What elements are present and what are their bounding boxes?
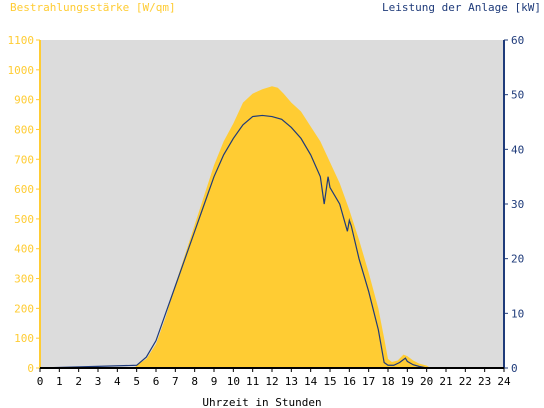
left-axis-title: Bestrahlungsstärke [W/qm] [10,1,176,14]
y-left-tick-label: 200 [14,302,34,315]
y-left-tick-label: 800 [14,123,34,136]
x-tick-label: 7 [172,375,179,388]
y-right-tick-label: 20 [511,253,524,266]
x-tick-label: 23 [478,375,491,388]
irradiance-area [40,86,504,368]
x-tick-label: 9 [211,375,218,388]
x-tick-label: 17 [362,375,375,388]
x-tick-label: 3 [95,375,102,388]
y-right-tick-label: 30 [511,198,524,211]
x-tick-label: 22 [459,375,472,388]
x-tick-label: 5 [133,375,140,388]
x-tick-label: 13 [285,375,298,388]
x-tick-label: 16 [343,375,356,388]
y-left-tick-label: 400 [14,243,34,256]
x-tick-label: 4 [114,375,121,388]
y-left-tick-label: 1000 [8,64,35,77]
y-left-tick-label: 700 [14,153,34,166]
x-tick-label: 20 [420,375,433,388]
y-left-tick-label: 900 [14,94,34,107]
y-left-tick-label: 0 [27,362,34,375]
power-line [39,114,504,369]
x-tick-label: 10 [227,375,240,388]
x-tick-label: 11 [246,375,259,388]
y-right-tick-label: 50 [511,89,524,102]
y-right-tick-label: 40 [511,143,524,156]
y-right-tick-label: 60 [511,34,524,47]
y-left-tick-label: 500 [14,213,34,226]
x-tick-label: 1 [56,375,63,388]
x-tick-label: 19 [401,375,414,388]
y-left-tick-label: 300 [14,273,34,286]
x-tick-label: 12 [265,375,278,388]
x-tick-label: 15 [323,375,336,388]
x-tick-label: 21 [439,375,452,388]
x-tick-label: 24 [497,375,511,388]
y-right-tick-label: 0 [511,362,518,375]
x-tick-label: 8 [191,375,198,388]
x-tick-label: 2 [75,375,82,388]
x-axis-label: Uhrzeit in Stunden [202,396,321,408]
x-tick-label: 6 [153,375,160,388]
y-left-tick-label: 600 [14,183,34,196]
x-tick-label: 0 [37,375,44,388]
y-left-tick-label: 100 [14,332,34,345]
x-tick-label: 14 [304,375,318,388]
x-tick-label: 18 [381,375,394,388]
y-right-tick-label: 10 [511,307,524,320]
y-left-tick-label: 1100 [8,34,35,47]
right-axis-title: Leistung der Anlage [kW] [382,1,541,14]
